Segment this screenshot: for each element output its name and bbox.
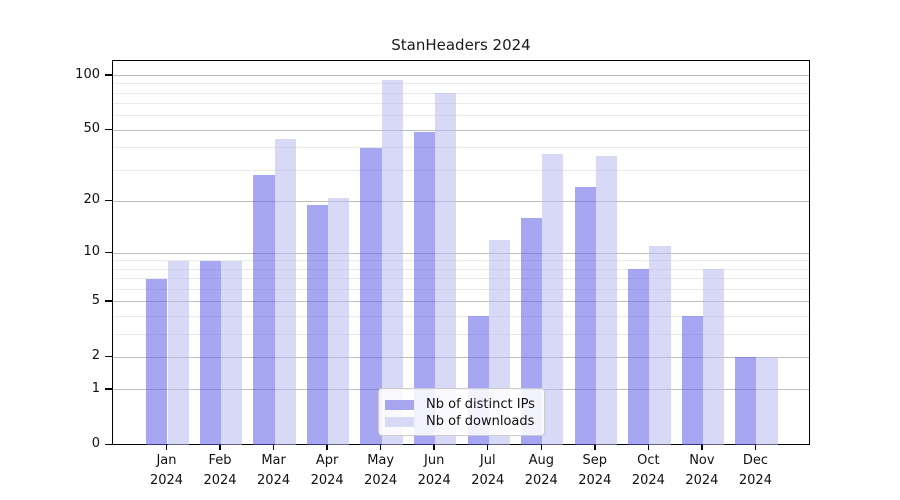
gridline-40 (113, 147, 809, 149)
bar-distinct-ips-mar (253, 175, 275, 445)
bar-distinct-ips-dec (735, 357, 757, 445)
gridline-50 (113, 129, 809, 131)
x-tick-mark-jan (165, 445, 168, 450)
bar-distinct-ips-apr (306, 205, 329, 445)
bar-downloads-apr (328, 197, 350, 445)
bar-downloads-feb (221, 260, 243, 445)
y-tick-label-5: 5 (91, 292, 100, 308)
bar-downloads-sep (595, 155, 617, 445)
x-tick-mark-oct (647, 445, 650, 450)
x-tick-mark-feb (219, 445, 221, 450)
y-tick-label-1: 1 (91, 380, 100, 396)
y-tick-label-2: 2 (91, 348, 100, 364)
x-tick-label-dec: Dec 2024 (738, 453, 772, 488)
gridline-10 (113, 252, 809, 254)
gridline-80 (113, 92, 809, 94)
x-tick-mark-jun (433, 445, 435, 450)
bar-downloads-jun (435, 93, 457, 445)
gridline-3 (113, 333, 809, 335)
bar-downloads-mar (274, 138, 296, 445)
chart-title: StanHeaders 2024 (391, 36, 531, 54)
y-tick-mark-20 (105, 199, 112, 202)
bar-distinct-ips-nov (681, 316, 703, 445)
bar-downloads-may (381, 79, 403, 445)
legend-swatch-distinct-ips (385, 399, 414, 410)
x-tick-label-mar: Mar 2024 (257, 453, 291, 488)
x-tick-label-apr: Apr 2024 (310, 453, 344, 488)
y-tick-label-100: 100 (75, 66, 100, 82)
gridline-70 (113, 103, 809, 105)
y-tick-mark-0 (105, 443, 112, 445)
y-tick-mark-100 (105, 74, 112, 76)
bar-downloads-oct (649, 246, 671, 445)
x-tick-label-nov: Nov 2024 (685, 453, 719, 488)
bar-distinct-ips-jan (146, 278, 168, 445)
x-tick-label-feb: Feb 2024 (203, 453, 237, 488)
x-tick-label-jan: Jan 2024 (149, 453, 184, 488)
y-tick-mark-1 (105, 388, 112, 390)
bar-downloads-dec (756, 357, 778, 445)
legend-item-distinct-ips: Nb of distinct IPs (385, 396, 535, 413)
gridline-4 (113, 315, 809, 317)
x-tick-mark-nov (701, 445, 703, 450)
bar-downloads-jan (167, 260, 189, 445)
x-tick-mark-dec (754, 445, 757, 450)
gridline-5 (113, 301, 809, 303)
gridline-90 (113, 83, 809, 85)
legend-swatch-downloads (385, 416, 414, 427)
x-tick-mark-aug (540, 445, 543, 450)
legend-item-downloads: Nb of downloads (385, 413, 534, 430)
legend: Nb of distinct IPs Nb of downloads (378, 388, 545, 436)
gridline-60 (113, 115, 809, 117)
gridline-30 (113, 169, 809, 171)
bar-distinct-ips-may (360, 147, 382, 445)
y-tick-label-10: 10 (83, 244, 100, 260)
bar-downloads-nov (702, 269, 725, 445)
bar-distinct-ips-jun (414, 131, 436, 445)
x-tick-mark-jul (486, 445, 489, 450)
x-tick-label-oct: Oct 2024 (631, 453, 665, 488)
legend-label: Nb of downloads (426, 414, 535, 429)
gridline-6 (113, 288, 809, 290)
gridline-2 (113, 356, 809, 358)
y-tick-mark-2 (105, 355, 112, 358)
y-tick-mark-10 (105, 251, 112, 254)
legend-label: Nb of distinct IPs (426, 397, 535, 412)
y-tick-mark-50 (105, 128, 112, 131)
bar-distinct-ips-sep (574, 187, 596, 445)
x-tick-mark-sep (594, 445, 596, 450)
x-tick-label-aug: Aug 2024 (524, 453, 558, 488)
x-tick-label-sep: Sep 2024 (578, 453, 612, 488)
gridline-7 (113, 278, 809, 280)
bar-distinct-ips-feb (199, 260, 222, 445)
gridline-8 (113, 268, 809, 270)
x-tick-mark-mar (272, 445, 275, 450)
y-tick-label-0: 0 (91, 436, 100, 451)
bar-downloads-aug (542, 153, 564, 445)
x-tick-label-jun: Jun 2024 (417, 453, 451, 488)
gridline-100 (113, 75, 809, 77)
y-tick-mark-5 (105, 300, 112, 302)
x-tick-mark-apr (326, 445, 328, 450)
gridline-9 (113, 260, 809, 262)
x-tick-mark-may (379, 445, 382, 450)
y-tick-label-50: 50 (83, 121, 100, 137)
x-tick-label-jul: Jul 2024 (471, 453, 505, 488)
x-tick-label-may: May 2024 (364, 453, 398, 488)
y-tick-label-20: 20 (83, 192, 100, 208)
bar-distinct-ips-oct (628, 269, 650, 445)
gridline-20 (113, 200, 809, 202)
